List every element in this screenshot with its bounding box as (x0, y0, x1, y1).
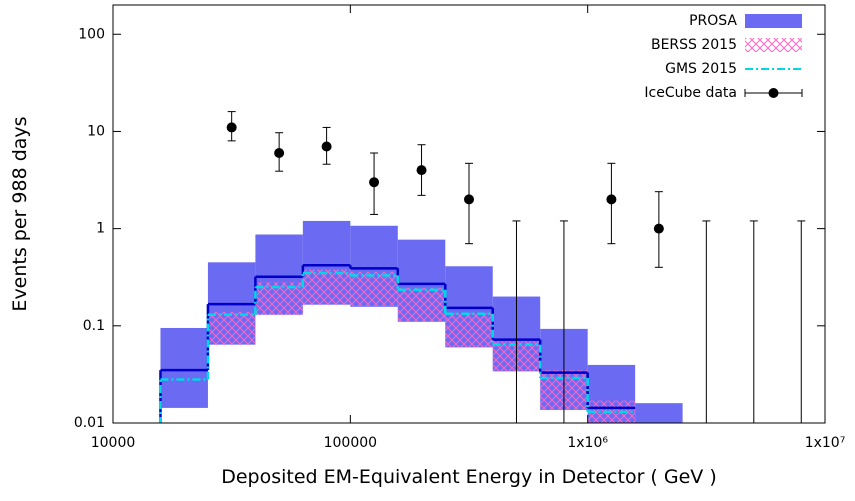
data-point (606, 194, 617, 205)
y-tick-label: 1 (96, 221, 105, 237)
x-tick-label: 1x10⁷ (805, 435, 846, 451)
data-point (321, 141, 332, 152)
data-point (369, 177, 380, 188)
y-axis-label: Events per 988 days (9, 116, 31, 311)
data-point (416, 165, 427, 176)
x-tick-label: 10000 (91, 435, 136, 451)
y-tick-label: 0.1 (83, 318, 105, 334)
legend-label: PROSA (689, 13, 737, 29)
x-tick-label: 1x10⁶ (567, 435, 608, 451)
legend-swatch (745, 38, 802, 52)
y-tick-label: 0.01 (74, 415, 105, 431)
plot-area (159, 220, 683, 423)
y-tick-label: 10 (87, 123, 105, 139)
legend-label: GMS 2015 (665, 61, 737, 77)
berss-band (207, 311, 256, 345)
y-tick-label: 100 (78, 26, 105, 42)
legend-swatch (745, 14, 802, 28)
berss-band (302, 269, 351, 305)
berss-band (397, 287, 446, 322)
legend-label: IceCube data (644, 85, 737, 101)
data-point (464, 194, 475, 205)
data-point (274, 148, 285, 159)
x-tick-label: 100000 (324, 435, 377, 451)
x-axis-label: Deposited EM-Equivalent Energy in Detect… (221, 466, 717, 488)
data-point (653, 223, 664, 234)
legend-swatch (768, 88, 779, 98)
legend-label: BERSS 2015 (651, 37, 737, 53)
prosa-band (635, 403, 683, 423)
berss-band (445, 312, 493, 348)
prosa-band (160, 327, 208, 408)
plot-frame (112, 4, 826, 424)
berss-band (350, 271, 398, 306)
data-point (226, 122, 237, 133)
